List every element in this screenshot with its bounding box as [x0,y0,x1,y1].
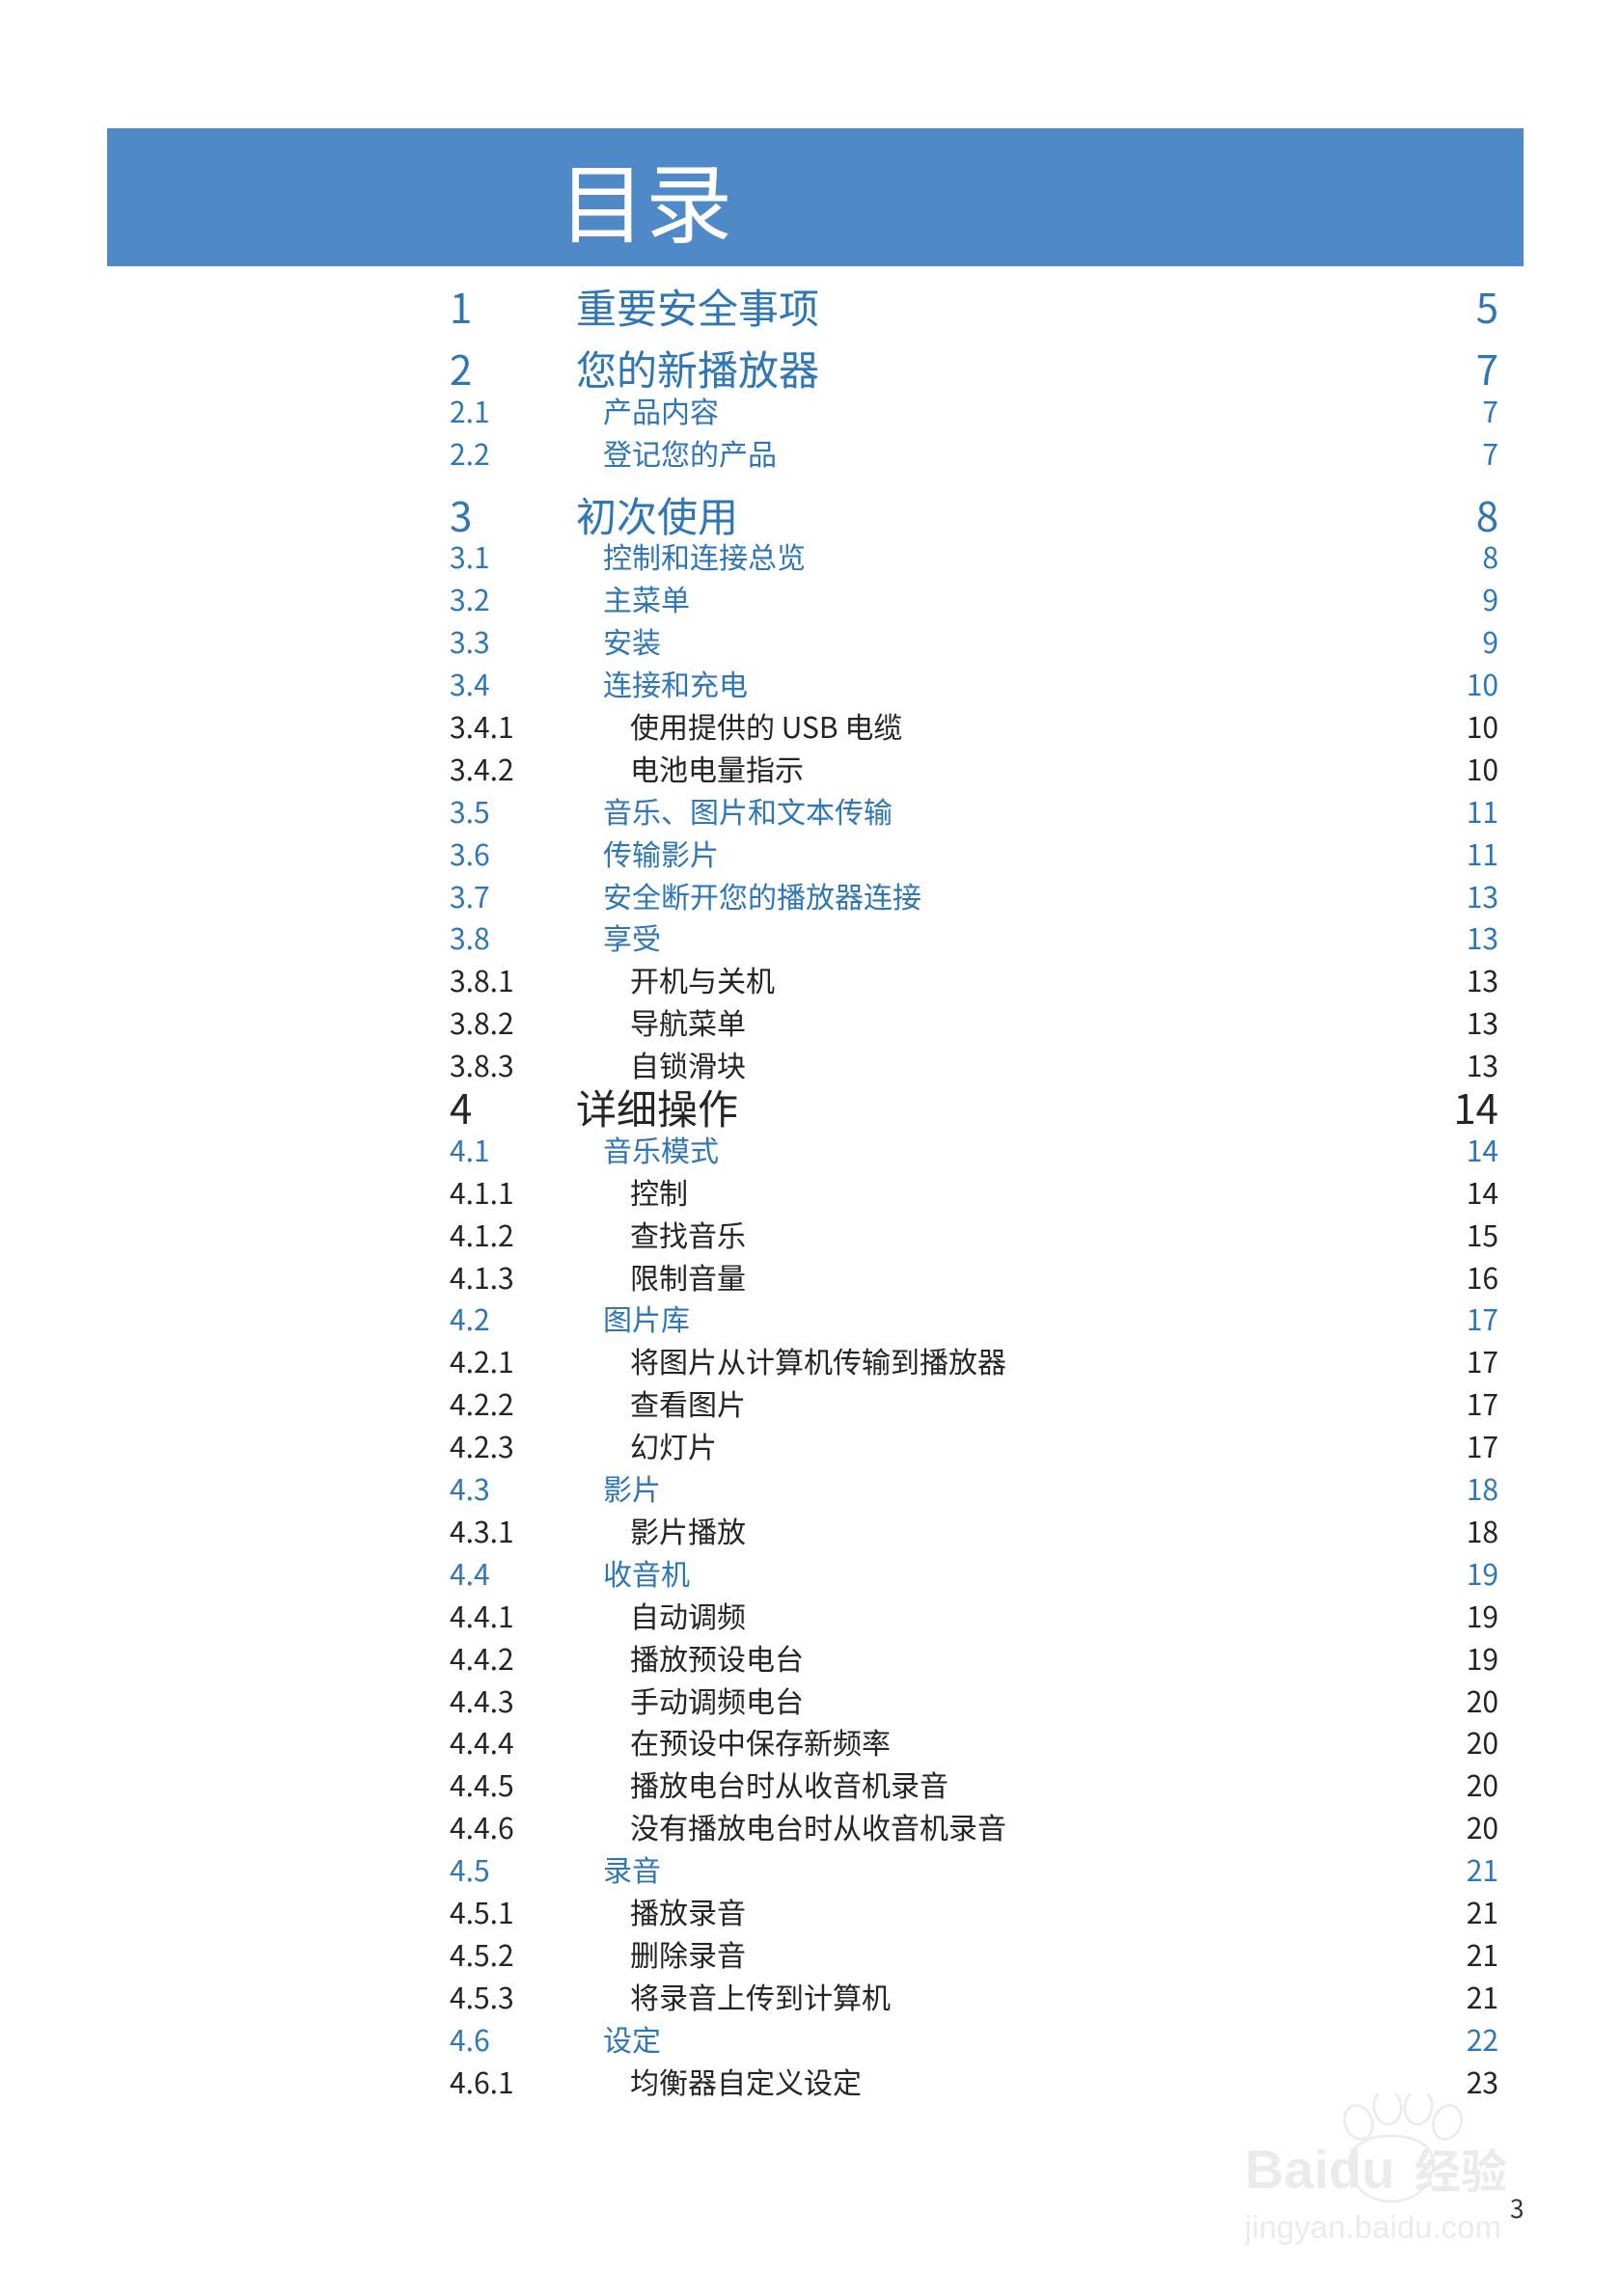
svg-text:jingyan.baidu.com: jingyan.baidu.com [1245,2209,1501,2245]
svg-text:经验: 经验 [1415,2134,1507,2201]
svg-text:Baidu: Baidu [1245,2139,1395,2200]
